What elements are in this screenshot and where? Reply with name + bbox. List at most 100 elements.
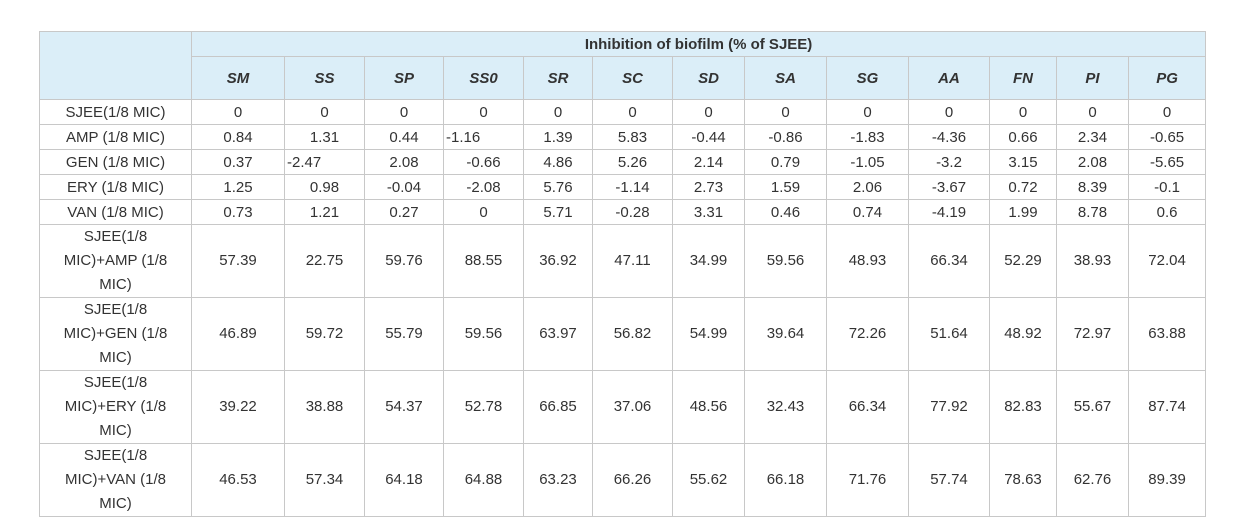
table-cell: 77.92 xyxy=(908,370,990,444)
table-cell: 0 xyxy=(443,99,524,125)
table-cell: -1.16 xyxy=(443,124,524,150)
table-cell: 0.79 xyxy=(744,149,827,175)
table-cell: 48.92 xyxy=(989,297,1057,371)
table-cell: 59.76 xyxy=(364,224,444,298)
table-cell: 54.99 xyxy=(672,297,745,371)
table-cell: 5.71 xyxy=(523,199,593,225)
row-label: SJEE(1/8 MIC)+GEN (1/8 MIC) xyxy=(39,297,192,371)
table-cell: 0.27 xyxy=(364,199,444,225)
table-cell: 0.84 xyxy=(191,124,285,150)
table-cell: 64.18 xyxy=(364,443,444,517)
table-cell: 57.39 xyxy=(191,224,285,298)
table-cell: 72.04 xyxy=(1127,224,1207,298)
table-cell: -0.28 xyxy=(592,199,673,225)
table-cell: 39.22 xyxy=(191,370,285,444)
table-cell: 0 xyxy=(284,99,365,125)
row-label: SJEE(1/8 MIC)+VAN (1/8 MIC) xyxy=(39,443,192,517)
table-cell: 78.63 xyxy=(989,443,1057,517)
table-cell: -2.47 xyxy=(284,149,365,175)
table-cell: 8.78 xyxy=(1056,199,1129,225)
table-cell: 87.74 xyxy=(1127,370,1207,444)
table-cell: 0.44 xyxy=(364,124,444,150)
table-cell: 5.26 xyxy=(592,149,673,175)
table-row: SJEE(1/8 MIC) 0 0 0 0 0 0 0 0 0 0 0 0 0 xyxy=(39,99,1207,125)
table-cell: -0.1 xyxy=(1127,174,1207,200)
column-header: PG xyxy=(1127,56,1207,100)
column-header: SG xyxy=(826,56,909,100)
row-label: SJEE(1/8 MIC) xyxy=(39,99,192,125)
table-cell: 63.97 xyxy=(523,297,593,371)
column-header: SC xyxy=(592,56,673,100)
column-header: SS xyxy=(284,56,365,100)
table-cell: -4.36 xyxy=(908,124,990,150)
table-cell: 63.88 xyxy=(1127,297,1207,371)
table-row: VAN (1/8 MIC) 0.73 1.21 0.27 0 5.71 -0.28 3.31 0… xyxy=(39,199,1207,225)
row-label: GEN (1/8 MIC) xyxy=(39,149,192,175)
table-cell: 39.64 xyxy=(744,297,827,371)
column-header: FN xyxy=(989,56,1057,100)
table-cell: 5.83 xyxy=(592,124,673,150)
row-label: VAN (1/8 MIC) xyxy=(39,199,192,225)
table-cell: 59.72 xyxy=(284,297,365,371)
table-cell: 66.85 xyxy=(523,370,593,444)
table-cell: 2.08 xyxy=(1056,149,1129,175)
row-label-line: MIC)+GEN (1/8 xyxy=(63,325,168,342)
corner-header-cell xyxy=(39,31,192,100)
table-cell: 0 xyxy=(826,99,909,125)
table-cell: 62.76 xyxy=(1056,443,1129,517)
row-label-line: SJEE(1/8 xyxy=(83,374,148,391)
table-cell: 3.31 xyxy=(672,199,745,225)
row-label: ERY (1/8 MIC) xyxy=(39,174,192,200)
row-label-line: MIC) xyxy=(99,349,132,366)
table-cell: 0 xyxy=(364,99,444,125)
table-cell: 2.06 xyxy=(826,174,909,200)
table-cell: 2.73 xyxy=(672,174,745,200)
row-label-line: MIC) xyxy=(99,495,132,512)
table-cell: 57.34 xyxy=(284,443,365,517)
column-header: SR xyxy=(523,56,593,100)
table-cell: 55.62 xyxy=(672,443,745,517)
table-cell: -3.2 xyxy=(908,149,990,175)
table-cell: 66.34 xyxy=(826,370,909,444)
table-cell: 0.74 xyxy=(826,199,909,225)
table-cell: 46.89 xyxy=(191,297,285,371)
row-label: SJEE(1/8 MIC)+ERY (1/8 MIC) xyxy=(39,370,192,444)
table-cell: 32.43 xyxy=(744,370,827,444)
table-cell: 52.78 xyxy=(443,370,524,444)
table-cell: 0 xyxy=(672,99,745,125)
table-cell: 2.08 xyxy=(364,149,444,175)
column-header: SD xyxy=(672,56,745,100)
table-cell: 0 xyxy=(592,99,673,125)
table-cell: 0 xyxy=(191,99,285,125)
table-cell: 59.56 xyxy=(744,224,827,298)
table-cell: 55.67 xyxy=(1056,370,1129,444)
table-cell: 0 xyxy=(744,99,827,125)
table-cell: 66.18 xyxy=(744,443,827,517)
table-cell: 36.92 xyxy=(523,224,593,298)
table-cell: 1.59 xyxy=(744,174,827,200)
table-row: SJEE(1/8 MIC)+AMP (1/8 MIC) 57.39 22.75 59.76… xyxy=(39,224,1207,298)
row-label: AMP (1/8 MIC) xyxy=(39,124,192,150)
table-cell: 72.97 xyxy=(1056,297,1129,371)
table-cell: 48.93 xyxy=(826,224,909,298)
table-row: SJEE(1/8 MIC)+VAN (1/8 MIC) 46.53 57.34 64.18… xyxy=(39,443,1207,517)
table-row: ERY (1/8 MIC) 1.25 0.98 -0.04 -2.08 5.76 -1.14… xyxy=(39,174,1207,200)
table-cell: 1.39 xyxy=(523,124,593,150)
column-header: AA xyxy=(908,56,990,100)
row-label-line: SJEE(1/8 xyxy=(83,301,148,318)
table-cell: -4.19 xyxy=(908,199,990,225)
table-cell: 2.14 xyxy=(672,149,745,175)
table-cell: 8.39 xyxy=(1056,174,1129,200)
table-cell: -0.86 xyxy=(744,124,827,150)
table-cell: -0.65 xyxy=(1127,124,1207,150)
table-cell: 46.53 xyxy=(191,443,285,517)
table-cell: 0 xyxy=(443,199,524,225)
table-cell: 82.83 xyxy=(989,370,1057,444)
table-cell: 1.21 xyxy=(284,199,365,225)
row-label-line: MIC) xyxy=(99,422,132,439)
row-label-line: SJEE(1/8 xyxy=(83,447,148,464)
column-header: SA xyxy=(744,56,827,100)
table-row: SJEE(1/8 MIC)+GEN (1/8 MIC) 46.89 59.72 55.79… xyxy=(39,297,1207,371)
column-header: SS0 xyxy=(443,56,524,100)
row-label-line: MIC) xyxy=(99,276,132,293)
